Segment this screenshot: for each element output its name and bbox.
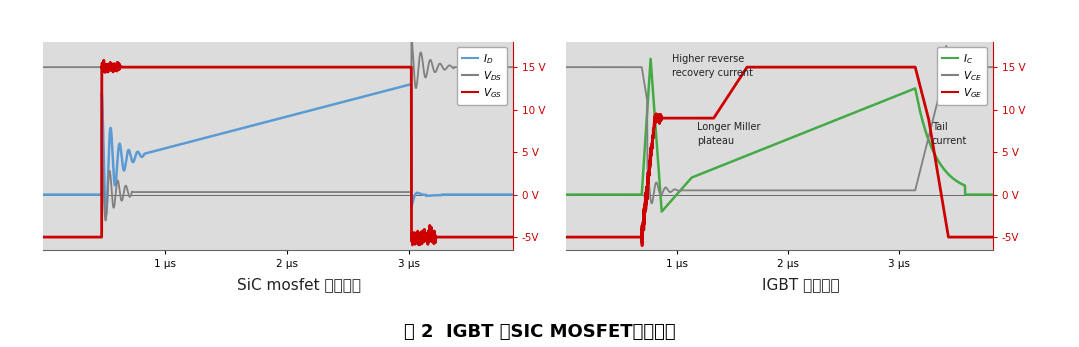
Text: Tail
current: Tail current — [932, 122, 967, 146]
Text: IGBT 开关特性: IGBT 开关特性 — [763, 278, 839, 293]
Legend: $I_C$, $V_{CE}$, $V_{GE}$: $I_C$, $V_{CE}$, $V_{GE}$ — [937, 47, 987, 105]
Text: Longer Miller
plateau: Longer Miller plateau — [697, 122, 761, 146]
Text: SiC mosfet 开关特性: SiC mosfet 开关特性 — [237, 278, 361, 293]
Text: 图 2  IGBT 和SIC MOSFET开关特性: 图 2 IGBT 和SIC MOSFET开关特性 — [404, 323, 675, 341]
Text: Higher reverse
recovery current: Higher reverse recovery current — [671, 54, 753, 78]
Legend: $I_D$, $V_{DS}$, $V_{GS}$: $I_D$, $V_{DS}$, $V_{GS}$ — [457, 47, 507, 105]
